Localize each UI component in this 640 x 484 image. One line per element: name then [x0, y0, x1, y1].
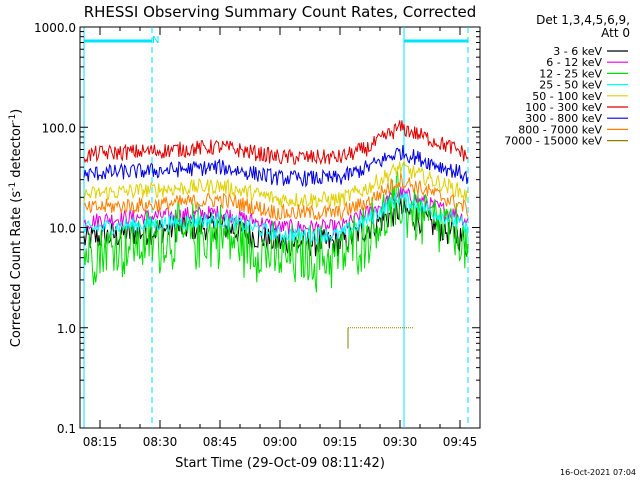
series-800-7000-kev: [83, 172, 469, 222]
y-axis-label-mid: detector: [9, 122, 24, 182]
legend-label: 12 - 25 keV: [539, 67, 602, 80]
series-6-12-kev: [83, 186, 469, 236]
series-line: [83, 170, 469, 293]
legend-label: 100 - 300 keV: [525, 101, 602, 114]
series-layer: [83, 120, 469, 349]
y-axis-label-sup1: -1: [8, 182, 18, 191]
y-axis-label-sup2: -1: [8, 114, 18, 123]
series-line: [83, 186, 469, 236]
x-tick-labels: 08:15 08:30 08:45 09:00 09:15 09:30 09:45: [83, 435, 478, 449]
y-tick-label: 0.1: [57, 422, 76, 436]
legend-label: 7000 - 15000 keV: [504, 135, 602, 148]
x-tick-label: 08:15: [83, 435, 118, 449]
x-tick-label: 09:15: [323, 435, 358, 449]
x-tick-label: 09:00: [263, 435, 298, 449]
plot-area: N: [79, 26, 481, 429]
x-tick-label: 08:45: [203, 435, 238, 449]
legend-header-line-1: Det 1,3,4,5,6,9,: [536, 13, 630, 27]
legend-label: 800 - 7000 keV: [518, 123, 602, 136]
legend-header-line-2: Att 0: [601, 26, 630, 40]
series-line: [83, 158, 469, 209]
y-tick-label: 1000.0: [34, 21, 76, 35]
legend-label: 3 - 6 keV: [553, 45, 602, 58]
x-tick-label: 09:45: [443, 435, 478, 449]
footer-timestamp: 16-Oct-2021 07:04: [560, 468, 636, 477]
series-line: [83, 120, 469, 166]
y-axis-label-main: Corrected Count Rate (s: [9, 191, 24, 348]
series-25-50-kev: [83, 192, 469, 245]
series-100-300-kev: [83, 120, 469, 166]
night-marker-label: N: [152, 35, 159, 46]
axis-ticks: [79, 26, 481, 429]
series-7000-15000-kev: [347, 327, 413, 349]
legend-label: 6 - 12 keV: [546, 56, 602, 69]
x-tick-label: 09:30: [383, 435, 418, 449]
legend-label: 50 - 100 keV: [532, 90, 602, 103]
series-line: [83, 145, 469, 188]
legend-label: 300 - 800 keV: [525, 112, 602, 125]
series-line: [347, 327, 413, 349]
series-300-800-kev: [83, 145, 469, 188]
series-50-100-kev: [83, 158, 469, 209]
y-tick-label: 1.0: [57, 322, 76, 336]
y-axis-label-end: ): [9, 109, 24, 114]
y-axis-label: Corrected Count Rate (s-1 detector-1): [8, 109, 24, 347]
series-line: [83, 192, 469, 245]
y-tick-label: 10.0: [49, 222, 76, 236]
legend-label: 25 - 50 keV: [539, 79, 602, 92]
chart-title: RHESSI Observing Summary Count Rates, Co…: [84, 3, 477, 21]
series-12-25-kev: [83, 170, 469, 293]
x-tick-label: 08:30: [143, 435, 178, 449]
y-tick-label: 100.0: [42, 121, 76, 135]
y-tick-labels: 1000.0 100.0 10.0 1.0 0.1: [34, 21, 76, 436]
x-axis-label: Start Time (29-Oct-09 08:11:42): [175, 456, 385, 471]
series-line: [83, 172, 469, 222]
